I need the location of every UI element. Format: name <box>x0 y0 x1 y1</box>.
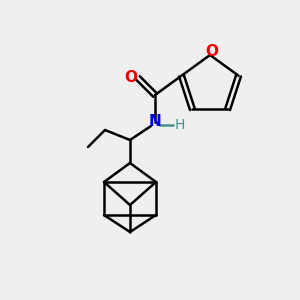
Text: H: H <box>175 118 185 132</box>
Text: O: O <box>124 70 137 85</box>
Text: O: O <box>206 44 218 59</box>
Text: N: N <box>148 115 161 130</box>
